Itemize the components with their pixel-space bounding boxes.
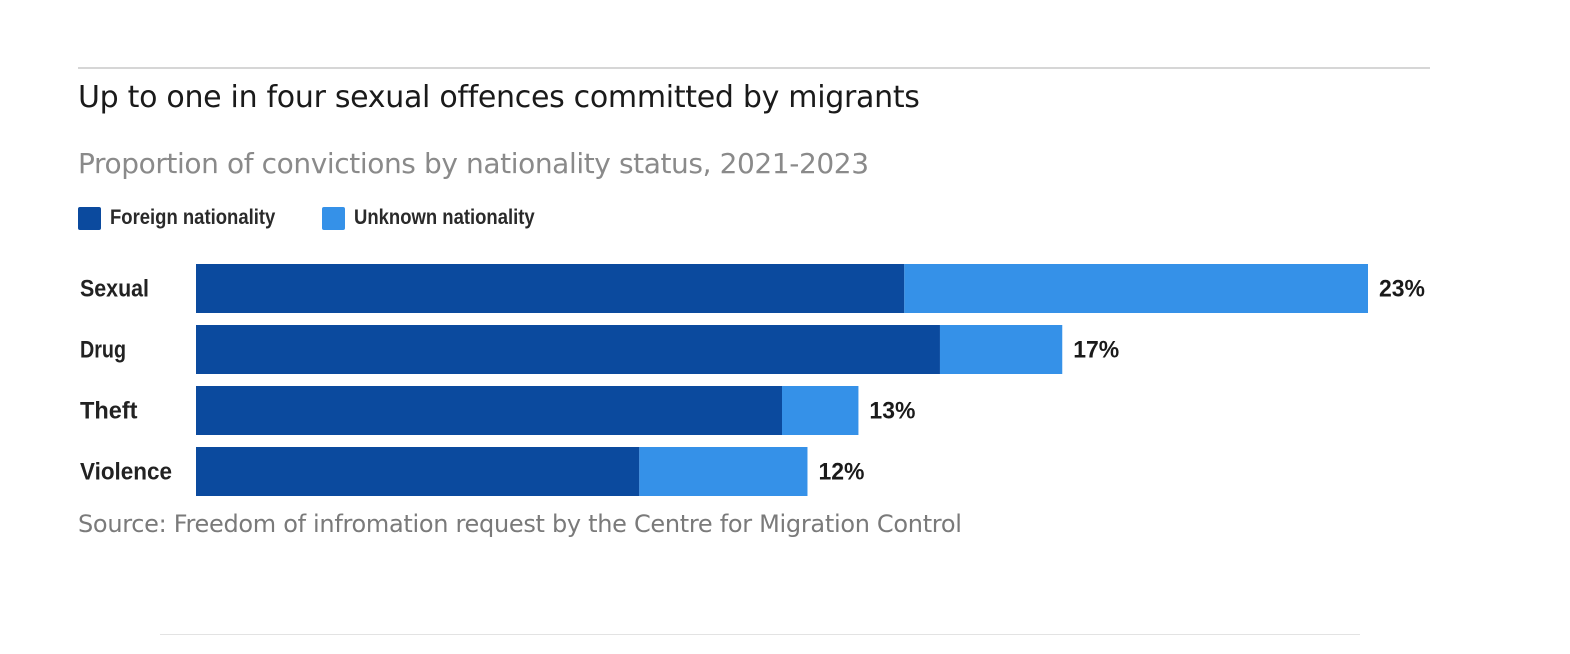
bar-sexual-unknown bbox=[904, 264, 1368, 313]
data-label-drug: 17% bbox=[1073, 337, 1119, 364]
data-label-theft: 13% bbox=[869, 398, 915, 425]
bottom-divider bbox=[160, 634, 1360, 635]
source-note: Source: Freedom of infromation request b… bbox=[78, 510, 962, 538]
legend-label-unknown: Unknown nationality bbox=[353, 206, 535, 229]
category-label-sexual: Sexual bbox=[80, 276, 149, 303]
legend-swatch-foreign bbox=[78, 206, 101, 230]
bar-theft-foreign bbox=[196, 386, 782, 435]
legend: Foreign nationality Unknown nationality bbox=[78, 206, 583, 230]
bar-violence-unknown bbox=[639, 447, 808, 496]
bar-violence-foreign bbox=[196, 447, 640, 496]
chart-subtitle: Proportion of convictions by nationality… bbox=[78, 147, 869, 180]
chart-title: Up to one in four sexual offences commit… bbox=[78, 80, 920, 115]
legend-swatch-unknown bbox=[321, 206, 345, 230]
bar-theft-unknown bbox=[782, 386, 859, 435]
legend-item-unknown: Unknown nationality bbox=[321, 206, 559, 230]
category-label-drug: Drug bbox=[80, 337, 126, 364]
legend-label-foreign: Foreign nationality bbox=[110, 206, 276, 229]
bar-drug-unknown bbox=[939, 325, 1063, 374]
bar-sexual-foreign bbox=[196, 264, 905, 313]
category-label-violence: Violence bbox=[80, 459, 172, 486]
top-divider bbox=[78, 67, 1430, 69]
bar-drug-foreign bbox=[196, 325, 940, 374]
data-label-sexual: 23% bbox=[1379, 276, 1425, 303]
category-label-theft: Theft bbox=[80, 398, 138, 425]
data-label-violence: 12% bbox=[818, 459, 864, 486]
legend-item-foreign: Foreign nationality bbox=[78, 206, 298, 230]
